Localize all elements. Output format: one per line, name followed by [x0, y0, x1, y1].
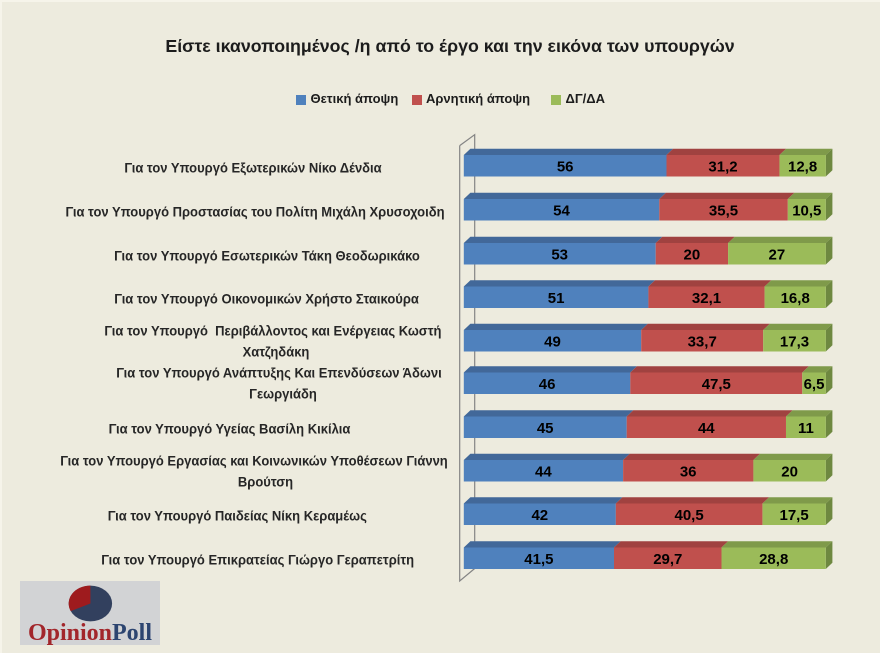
svg-text:33,7: 33,7 [688, 333, 717, 350]
svg-text:36: 36 [680, 463, 697, 480]
svg-text:17,5: 17,5 [779, 507, 808, 524]
svg-text:10,5: 10,5 [792, 202, 821, 219]
svg-text:54: 54 [553, 202, 570, 219]
svg-text:44: 44 [535, 463, 552, 480]
svg-text:49: 49 [544, 333, 561, 350]
svg-text:41,5: 41,5 [524, 551, 553, 568]
svg-text:16,8: 16,8 [781, 290, 810, 307]
svg-text:28,8: 28,8 [759, 551, 788, 568]
svg-text:20: 20 [781, 463, 798, 480]
svg-text:31,2: 31,2 [708, 158, 737, 175]
svg-text:40,5: 40,5 [674, 507, 703, 524]
svg-text:29,7: 29,7 [653, 551, 682, 568]
svg-text:32,1: 32,1 [692, 290, 721, 307]
svg-text:6,5: 6,5 [804, 376, 825, 393]
svg-text:17,3: 17,3 [780, 333, 809, 350]
svg-text:12,8: 12,8 [788, 158, 817, 175]
svg-text:53: 53 [551, 246, 568, 263]
svg-text:47,5: 47,5 [702, 376, 731, 393]
svg-text:27: 27 [769, 246, 786, 263]
svg-text:42: 42 [531, 507, 548, 524]
svg-text:20: 20 [684, 246, 701, 263]
svg-text:44: 44 [698, 420, 715, 437]
svg-text:51: 51 [548, 290, 565, 307]
svg-text:56: 56 [557, 158, 574, 175]
svg-text:45: 45 [537, 420, 554, 437]
svg-text:46: 46 [539, 376, 556, 393]
svg-text:11: 11 [798, 420, 814, 437]
svg-text:35,5: 35,5 [709, 202, 738, 219]
